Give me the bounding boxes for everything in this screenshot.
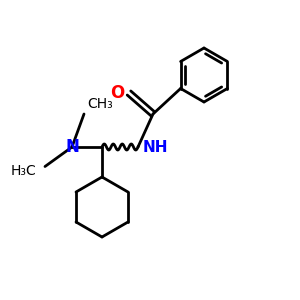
Text: O: O — [110, 84, 124, 102]
Text: CH₃: CH₃ — [87, 97, 113, 111]
Text: N: N — [65, 138, 79, 156]
Text: H₃C: H₃C — [10, 164, 36, 178]
Text: NH: NH — [142, 140, 168, 154]
